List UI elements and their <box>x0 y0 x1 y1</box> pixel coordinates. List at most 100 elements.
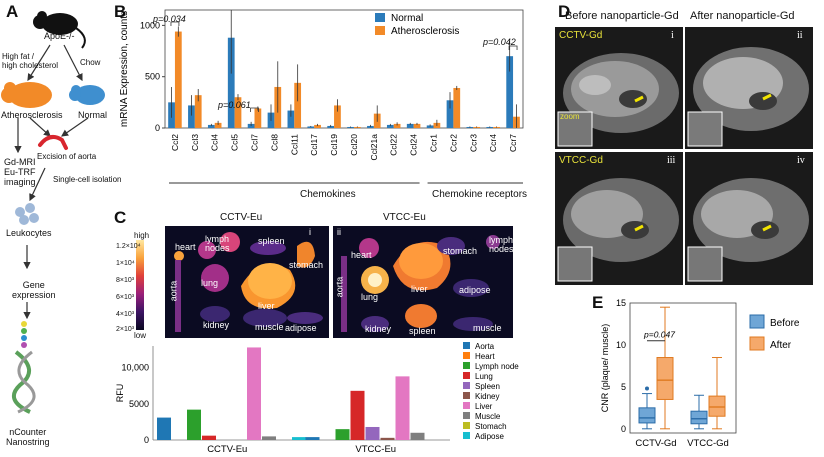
scale-tick: 6×10³ <box>116 294 135 301</box>
significance-label: p=0.047 <box>643 330 675 340</box>
legend-swatch <box>463 432 470 439</box>
bar-liver <box>247 347 261 440</box>
legend-label: Spleen <box>475 382 500 391</box>
panel-a-drawings <box>1 11 105 414</box>
legend-swatch <box>463 392 470 399</box>
y-axis-label: mRNA Expression, counts <box>119 11 130 127</box>
bar-atherosclerosis <box>334 105 341 128</box>
organ-label: lymph nodes <box>205 234 230 253</box>
aorta-icon <box>38 134 68 150</box>
organ-label: muscle <box>255 322 284 332</box>
legend-swatch <box>375 26 385 35</box>
bar-normal <box>247 123 255 128</box>
scale-low: low <box>134 331 147 340</box>
blue-mouse-icon <box>69 85 105 105</box>
legend-swatch <box>375 13 385 22</box>
bar-atherosclerosis <box>413 123 421 128</box>
excision-label: Excision of aorta <box>37 152 97 161</box>
scale-tick: 2×10³ <box>116 326 135 333</box>
panel-b-chart: 0 500 1000 mRNA Expression, counts Ccl2 Ccl3 C… <box>119 9 524 184</box>
x-tick-label: Ccl8 <box>269 134 279 151</box>
x-tick-label: Ccl22 <box>389 134 399 156</box>
bar-lymph-node <box>335 429 350 440</box>
scale-high: high <box>134 231 150 240</box>
significance-bracket <box>508 45 518 50</box>
bar-normal <box>188 105 195 128</box>
panel-b-label: B <box>114 2 127 21</box>
panel-e-box-chart: 0 5 10 15 CNR (plaque/ muscle) CCTV-Gd VTCC-Gd… <box>600 298 800 449</box>
nanostring-icon <box>11 321 36 414</box>
bar-normal <box>446 100 454 128</box>
organ-label: kidney <box>203 320 230 330</box>
organ-label: spleen <box>409 326 436 336</box>
bar-aorta <box>305 437 320 440</box>
x-tick-label: Ccl11 <box>289 134 299 155</box>
img2-num: ii <box>337 227 341 237</box>
nanostring-label: nCounter Nanostring <box>6 427 50 447</box>
before-title: Before nanoparticle-Gd <box>565 10 679 22</box>
x-tick-label: Ccl4 <box>210 134 220 151</box>
mri-num: iii <box>667 155 676 166</box>
x-tick-label: Ccl21a <box>369 134 379 161</box>
legend-label: Lung <box>475 372 493 381</box>
x-tick-label: Ccl3 <box>190 134 200 151</box>
img1-num: i <box>309 227 311 237</box>
legend-label: Stomach <box>475 422 507 431</box>
legend-label: Kidney <box>475 392 499 401</box>
organ-label: adipose <box>459 285 491 295</box>
outlier-point <box>645 386 649 391</box>
x-tick-label: Ccr3 <box>468 134 478 152</box>
x-tick-label: Ccr2 <box>448 134 458 152</box>
legend-label: Adipose <box>475 432 504 441</box>
group-receptors: Chemokine receptors <box>432 189 528 200</box>
leukocytes-label: Leukocytes <box>6 228 52 238</box>
img2-title: VTCC-Eu <box>383 212 426 223</box>
bar-muscle <box>410 432 425 440</box>
bar-normal <box>406 123 414 128</box>
y-axis-label: CNR (plaque/ muscle) <box>600 324 610 413</box>
legend-swatch <box>463 402 470 409</box>
significance-bracket <box>170 21 180 26</box>
bar-kidney <box>380 437 395 440</box>
bar-lung <box>350 390 365 440</box>
organ-label: liver <box>411 284 428 294</box>
bar-spleen <box>365 426 380 440</box>
x-tick-label: Ccl5 <box>230 134 240 151</box>
mri-num: iv <box>797 155 805 166</box>
bar-atherosclerosis <box>393 123 401 128</box>
y-tick-label: 10,000 <box>121 363 149 373</box>
mri-image-2: ii <box>685 27 813 149</box>
scale-tick: 1.2×10⁴ <box>116 243 141 250</box>
legend-swatch <box>463 342 470 349</box>
p-value-3: p=0.042 <box>483 37 516 47</box>
y-tick-label: 0 <box>144 435 149 445</box>
mri-image-1: CCTV-Gd i zoom <box>555 27 683 149</box>
organ-label: muscle <box>473 323 502 333</box>
significance-bracket <box>250 107 259 112</box>
bar-normal <box>307 126 315 128</box>
legend-swatch <box>749 314 765 329</box>
scale-tick: 4×10³ <box>116 311 135 318</box>
legend-label: Liver <box>475 402 493 411</box>
normal-label: Normal <box>78 110 108 120</box>
bar-normal <box>506 56 514 128</box>
panel-c-rfu-chart: 0 5000 10,000 RFU CCTV-Eu VTCC-Eu AortaHeartLy… <box>115 342 519 455</box>
mri-row1-label: CCTV-Gd <box>559 30 603 41</box>
bar-atherosclerosis <box>234 97 242 128</box>
legend-label: Before <box>770 318 800 329</box>
organ-label: stomach <box>289 260 324 270</box>
organ-label: kidney <box>365 324 392 334</box>
legend-label: Muscle <box>475 412 501 421</box>
panel-a-label: A <box>6 2 19 21</box>
x-tick-label: VTCC-Gd <box>687 438 729 449</box>
y-tick-label: 10 <box>616 340 626 350</box>
fluorescence-image-1: i heart lymph nodes spleen stomach aorta… <box>165 226 329 338</box>
isolation-label: Single-cell isolation <box>53 175 122 184</box>
x-tick-label: Ccr4 <box>488 134 498 152</box>
bar-normal <box>287 110 295 128</box>
mri-row2-label: VTCC-Gd <box>559 155 603 166</box>
organ-label: heart <box>351 250 372 260</box>
y-tick-label: 500 <box>145 72 160 82</box>
x-tick-label: Ccl7 <box>250 134 260 151</box>
x-tick-label: Ccr7 <box>508 134 518 152</box>
